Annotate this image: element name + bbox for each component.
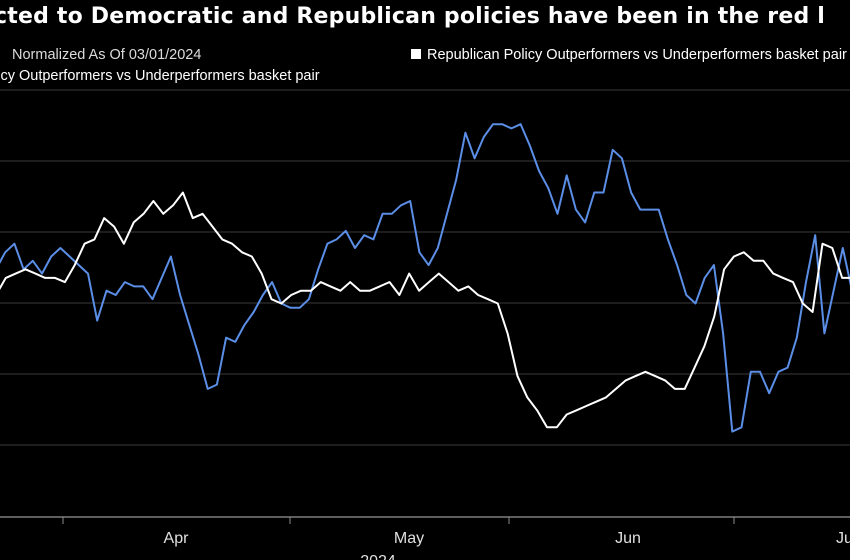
- x-tick-label-jun: Jun: [615, 530, 641, 547]
- legend-entry-republican: Republican Policy Outperformers vs Under…: [411, 47, 847, 63]
- legend-swatch-republican: [411, 49, 421, 59]
- x-axis-labels: Apr May Jun Ju 2024: [164, 530, 850, 560]
- legend-label-democratic: licy Outperformers vs Underperformers ba…: [0, 68, 320, 84]
- x-axis-ticks: [62, 517, 735, 524]
- legend-entry-democratic: licy Outperformers vs Underperformers ba…: [0, 68, 320, 84]
- chart-title: cted to Democratic and Republican polici…: [0, 4, 825, 29]
- series: [0, 123, 850, 433]
- x-tick-label-apr: Apr: [164, 530, 190, 547]
- x-tick-label-may: May: [394, 530, 424, 547]
- gridlines: [0, 89, 850, 446]
- x-tick-label-jul: Ju: [836, 530, 850, 547]
- x-axis-year-label: 2024: [360, 553, 396, 560]
- chart-subtitle: Normalized As Of 03/01/2024: [12, 47, 202, 63]
- legend-label-republican: Republican Policy Outperformers vs Under…: [427, 47, 847, 63]
- series-line-republican: [0, 191, 850, 429]
- series-line-democratic: [0, 123, 850, 433]
